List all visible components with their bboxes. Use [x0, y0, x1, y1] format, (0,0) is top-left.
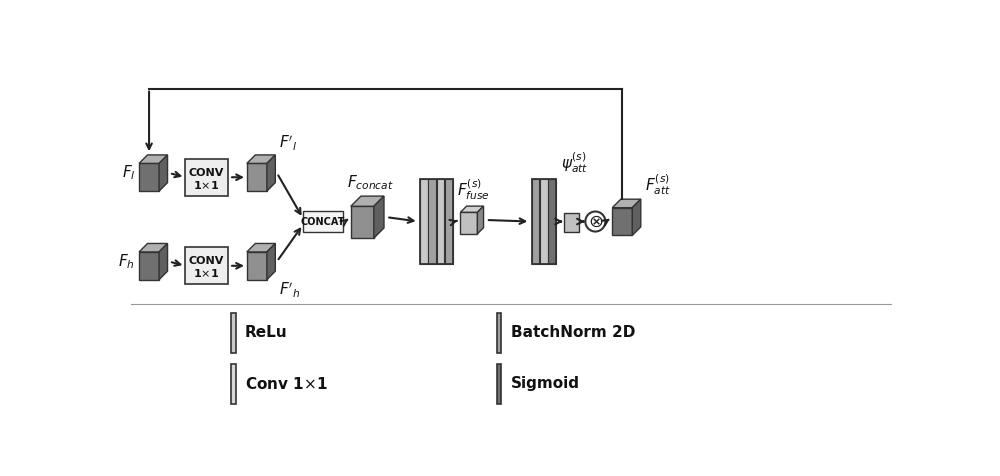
Polygon shape: [247, 243, 275, 252]
Polygon shape: [420, 179, 428, 264]
Polygon shape: [632, 199, 641, 235]
Polygon shape: [139, 243, 168, 252]
Text: $\mathbf{\mathit{F_l}}$: $\mathbf{\mathit{F_l}}$: [122, 164, 135, 182]
Text: Sigmoid: Sigmoid: [511, 376, 580, 391]
Text: CONV: CONV: [189, 168, 224, 178]
Polygon shape: [139, 163, 159, 191]
Text: $\mathbf{\mathit{F_h}}$: $\mathbf{\mathit{F_h}}$: [118, 252, 135, 271]
Text: $\mathbf{\mathit{F'_h}}$: $\mathbf{\mathit{F'_h}}$: [279, 281, 301, 300]
Polygon shape: [159, 155, 168, 191]
Text: ReLu: ReLu: [245, 325, 288, 340]
Text: BatchNorm 2D: BatchNorm 2D: [511, 325, 635, 340]
Polygon shape: [231, 364, 236, 404]
Polygon shape: [564, 213, 579, 231]
Text: $\mathbf{\mathit{F_{concat}}}$: $\mathbf{\mathit{F_{concat}}}$: [347, 174, 394, 192]
Polygon shape: [612, 199, 641, 208]
Text: Conv 1$\times$1: Conv 1$\times$1: [245, 376, 328, 392]
Polygon shape: [247, 163, 267, 191]
Polygon shape: [460, 212, 477, 234]
Polygon shape: [351, 206, 374, 238]
Text: CONV: CONV: [189, 257, 224, 267]
FancyBboxPatch shape: [185, 159, 228, 196]
Circle shape: [585, 211, 605, 231]
Polygon shape: [437, 179, 444, 264]
Polygon shape: [445, 179, 453, 264]
Polygon shape: [477, 206, 484, 234]
Text: $\mathbf{\mathit{\psi_{att}^{(s)}}}$: $\mathbf{\mathit{\psi_{att}^{(s)}}}$: [561, 150, 588, 175]
Polygon shape: [548, 179, 556, 264]
Polygon shape: [532, 179, 539, 264]
Text: $\mathbf{\mathit{F_{att}^{(s)}}}$: $\mathbf{\mathit{F_{att}^{(s)}}}$: [645, 172, 671, 197]
Text: $\otimes$: $\otimes$: [588, 212, 603, 230]
Polygon shape: [428, 179, 436, 264]
Polygon shape: [267, 155, 275, 191]
Text: 1$\times$1: 1$\times$1: [193, 178, 219, 190]
Text: 1$\times$1: 1$\times$1: [193, 267, 219, 279]
Polygon shape: [497, 313, 501, 353]
Polygon shape: [247, 252, 267, 280]
Polygon shape: [247, 155, 275, 163]
Polygon shape: [231, 313, 236, 353]
Polygon shape: [267, 243, 275, 280]
Polygon shape: [612, 208, 632, 235]
FancyBboxPatch shape: [303, 211, 343, 232]
Polygon shape: [159, 243, 168, 280]
Text: $\mathbf{\mathit{F_{fuse}^{(s)}}}$: $\mathbf{\mathit{F_{fuse}^{(s)}}}$: [457, 178, 490, 202]
Polygon shape: [139, 155, 168, 163]
Polygon shape: [460, 206, 484, 212]
Polygon shape: [497, 364, 501, 404]
Polygon shape: [540, 179, 548, 264]
Polygon shape: [351, 196, 384, 206]
FancyBboxPatch shape: [185, 248, 228, 284]
Text: CONCAT: CONCAT: [301, 217, 345, 227]
Text: $\mathbf{\mathit{F'_l}}$: $\mathbf{\mathit{F'_l}}$: [279, 133, 298, 153]
Polygon shape: [374, 196, 384, 238]
Polygon shape: [139, 252, 159, 280]
